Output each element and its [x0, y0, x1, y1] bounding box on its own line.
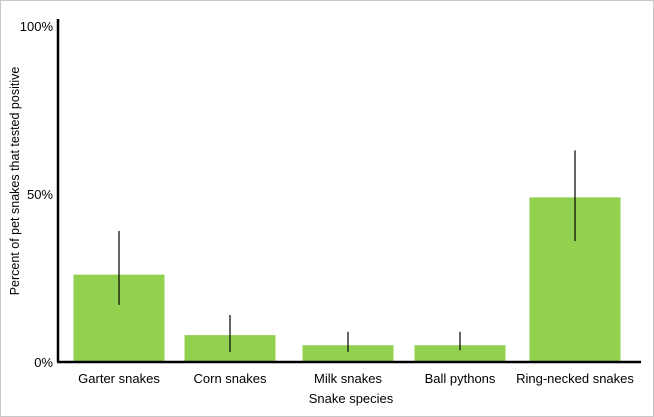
x-category-labels: Garter snakes Corn snakes Milk snakes Ball …: [78, 371, 634, 386]
y-axis-title: Percent of pet snakes that tested positi…: [8, 67, 22, 296]
x-tick-label-ring-necked-snakes: Ring-necked snakes: [516, 371, 634, 386]
error-bars: [118, 150, 576, 352]
bar-milk-snakes: [302, 345, 394, 362]
x-axis-title: Snake species: [309, 391, 394, 406]
x-tick-label-ball-pythons: Ball pythons: [425, 371, 496, 386]
y-tick-labels: 0% 50% 100%: [20, 19, 54, 370]
y-tick-label-100: 100%: [20, 19, 54, 34]
x-tick-label-milk-snakes: Milk snakes: [314, 371, 382, 386]
y-tick-label-50: 50%: [27, 187, 53, 202]
bars: [73, 197, 621, 362]
bar-ball-pythons: [414, 345, 506, 362]
x-tick-label-garter-snakes: Garter snakes: [78, 371, 160, 386]
x-tick-label-corn-snakes: Corn snakes: [194, 371, 267, 386]
y-tick-label-0: 0%: [34, 355, 53, 370]
